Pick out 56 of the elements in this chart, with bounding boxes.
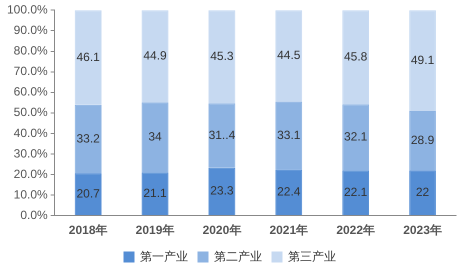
data-label: 22.1 [344,184,368,199]
data-label: 21.1 [143,186,168,200]
y-tick-label: 50.0% [14,105,48,120]
bar [275,102,302,170]
data-label: 32.1 [344,130,368,144]
x-tick-label: 2021年 [269,223,308,238]
y-tick-label: 70.0% [14,64,48,78]
data-label: 31..4 [208,128,236,142]
bar [142,172,168,216]
y-tick-label: 30.0% [14,146,48,160]
data-label: 45.8 [344,50,368,64]
bar [142,102,168,172]
bar [342,170,370,216]
y-tick-label: 80.0% [14,44,48,58]
data-label: 33.2 [76,131,100,146]
x-tick-label: 2018年 [68,223,108,238]
bar [342,104,370,170]
legend-label: 第二产业 [214,249,262,264]
data-label: 23.3 [210,184,234,198]
y-tick-label: 20.0% [14,166,48,181]
data-label: 22.4 [277,184,301,199]
data-label: 22 [416,185,430,200]
x-tick-label: 2020年 [202,223,242,238]
data-label: 28.9 [410,133,435,148]
bar [74,10,102,105]
bar [208,168,236,216]
y-tick-label: 0.0% [20,208,48,222]
bar [208,10,236,104]
data-label: 20.7 [76,186,100,200]
bar [208,103,236,168]
y-tick-label: 40.0% [14,126,48,140]
legend-label: 第一产业 [140,249,188,264]
data-label: 49.1 [410,52,435,67]
x-tick-label: 2019年 [136,223,174,238]
data-label: 34 [148,130,162,144]
y-tick-label: 60.0% [14,84,48,99]
bar [275,170,302,216]
bar [409,10,436,112]
y-tick-label: 90.0% [14,23,48,38]
bar [409,111,436,170]
bar [275,10,302,102]
bar [142,10,168,102]
bar [342,10,370,104]
bar [74,173,102,216]
x-tick-label: 2022年 [336,223,376,238]
data-label: 44.9 [143,48,168,63]
data-label: 33.1 [277,128,301,142]
data-label: 46.1 [76,50,100,64]
y-tick-label: 100.0% [6,2,48,17]
data-label: 44.5 [277,48,301,62]
data-label: 45.3 [210,49,234,64]
legend-label: 第三产业 [288,249,336,264]
x-tick-label: 2023年 [403,223,442,238]
bar [409,170,436,216]
y-tick-label: 10.0% [14,187,48,202]
bar [74,104,102,174]
